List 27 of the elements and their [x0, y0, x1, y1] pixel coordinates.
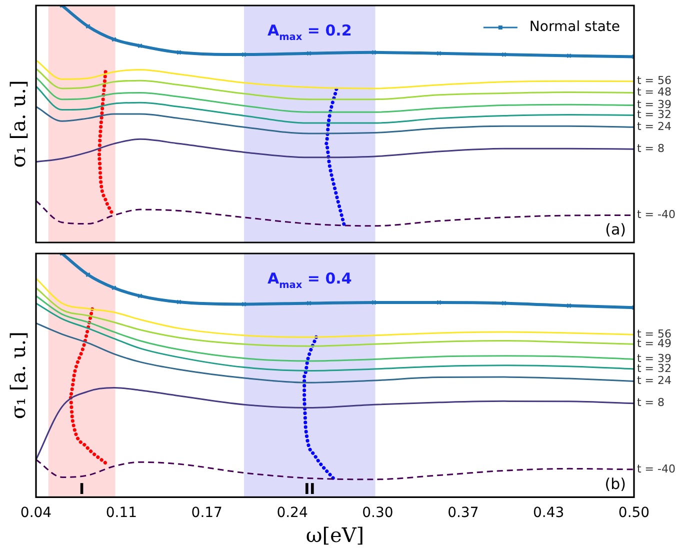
series-label: t = -40	[637, 208, 676, 222]
y-axis-title: σ₁ [a. u.]	[6, 80, 30, 168]
series-label: t = 48	[637, 86, 672, 99]
y-axis-title: σ₁ [a. u.]	[6, 332, 30, 420]
legend-label: Normal state	[529, 19, 620, 36]
series-label: t = 32	[637, 108, 672, 122]
x-tick-label: 0.50	[618, 505, 650, 522]
annotation: II	[304, 480, 316, 498]
x-tick-label: 0.43	[532, 505, 564, 522]
annotation: I	[79, 480, 85, 498]
series-label: t = 24	[637, 120, 672, 133]
x-tick-label: 0.04	[20, 505, 52, 522]
x-tick-label: 0.30	[362, 505, 394, 522]
annotation: (a)	[605, 220, 626, 238]
x-tick-label: 0.17	[191, 505, 222, 522]
x-tick-label: 0.37	[448, 505, 479, 522]
series-label: t = 49	[637, 337, 672, 350]
series-label: t = 32	[637, 362, 672, 375]
x-tick-label: 0.11	[106, 505, 138, 522]
x-tick-label: 0.24	[276, 505, 308, 522]
series-label: t = 8	[637, 142, 665, 155]
series-label: t = 24	[637, 374, 672, 388]
series-label: t = 56	[637, 74, 672, 88]
annotation: (b)	[604, 475, 626, 494]
series-label: t = 8	[637, 396, 665, 410]
series-label: t = -40	[637, 462, 676, 476]
x-axis-title: ω[eV]	[306, 523, 364, 548]
